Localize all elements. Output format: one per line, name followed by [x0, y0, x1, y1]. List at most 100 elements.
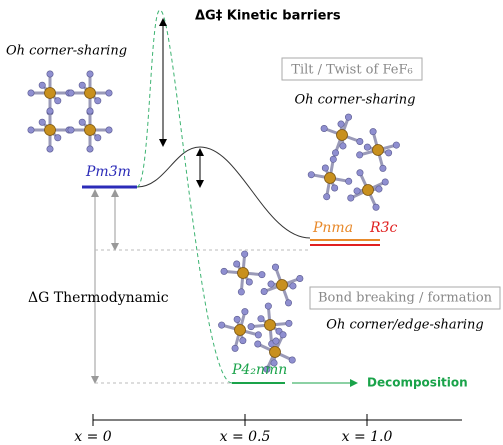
phase-label: R3̄c	[369, 220, 397, 236]
atom	[348, 195, 354, 201]
axis-label: x = 1.0	[342, 429, 393, 445]
geometry-label: Oh corner/edge-sharing	[326, 318, 483, 333]
atom	[373, 204, 379, 210]
atom	[45, 125, 56, 136]
atom	[79, 119, 85, 125]
phase-label: Pm3̄m	[85, 164, 131, 180]
atom	[55, 135, 61, 141]
atom	[286, 320, 292, 326]
atom	[338, 121, 344, 127]
phase-label: Pnma	[312, 220, 353, 236]
kinetic-label: ΔG‡ Kinetic barriers	[195, 9, 341, 24]
atom	[39, 82, 45, 88]
atom	[285, 300, 291, 306]
atom	[87, 108, 93, 114]
atom	[259, 271, 265, 277]
atom	[332, 150, 338, 156]
atom	[393, 142, 399, 148]
atom	[218, 322, 224, 328]
kinetic-path-dashed	[137, 10, 232, 383]
atom	[357, 138, 363, 144]
atom	[240, 337, 246, 343]
atom	[79, 82, 85, 88]
decomposition-label: Decomposition	[367, 376, 468, 390]
atom	[47, 108, 53, 114]
phase-label: P4₂nmn	[231, 362, 287, 378]
atom	[95, 98, 101, 104]
atom	[268, 281, 274, 287]
atom	[363, 185, 374, 196]
atom	[242, 308, 248, 314]
atom	[95, 135, 101, 141]
atom	[290, 283, 296, 289]
atom	[238, 268, 249, 279]
geometry-label: Oh corner-sharing	[294, 93, 415, 108]
atom	[28, 127, 34, 133]
atom	[364, 144, 370, 150]
atom	[370, 128, 376, 134]
atom	[382, 179, 388, 185]
atom	[308, 172, 314, 178]
thermo-label: ΔG Thermodynamic	[28, 290, 169, 306]
atom	[346, 178, 352, 184]
atom	[39, 119, 45, 125]
atom	[106, 127, 112, 133]
atom	[273, 338, 279, 344]
atom	[356, 152, 362, 158]
atom	[235, 325, 246, 336]
atom	[258, 315, 264, 321]
axis-label: x = 0.5	[220, 429, 271, 445]
atom	[45, 88, 56, 99]
atom	[322, 165, 328, 171]
atom	[337, 130, 348, 141]
atom	[261, 288, 267, 294]
atom	[345, 114, 351, 120]
atom	[68, 127, 74, 133]
atom	[68, 90, 74, 96]
atom	[265, 320, 276, 331]
atom	[248, 323, 254, 329]
atom	[331, 185, 337, 191]
atom	[324, 194, 330, 200]
atom	[241, 251, 247, 257]
atom	[47, 146, 53, 152]
atom	[380, 165, 386, 171]
atom	[238, 289, 244, 295]
atom	[255, 332, 261, 338]
kinetic-path	[137, 147, 310, 238]
atom	[340, 143, 346, 149]
atom	[376, 186, 382, 192]
atom	[221, 268, 227, 274]
atom	[246, 279, 252, 285]
atom	[265, 303, 271, 309]
atom	[270, 347, 281, 358]
atom	[28, 90, 34, 96]
axis-label: x = 0	[74, 429, 112, 445]
atom	[106, 90, 112, 96]
atom	[373, 145, 384, 156]
atom	[280, 332, 286, 338]
atom	[255, 341, 261, 347]
atom	[330, 156, 336, 162]
atom	[233, 261, 239, 267]
atom	[272, 264, 278, 270]
atom	[297, 275, 303, 281]
atom	[289, 357, 295, 363]
atom	[87, 71, 93, 77]
atom	[354, 188, 360, 194]
atom	[357, 170, 363, 176]
atom	[232, 345, 238, 351]
atom	[85, 125, 96, 136]
box-label: Tilt / Twist of FeF₆	[291, 63, 412, 78]
atom	[234, 316, 240, 322]
atom	[87, 146, 93, 152]
atom	[85, 88, 96, 99]
atom	[277, 280, 288, 291]
atom	[47, 71, 53, 77]
atom	[385, 150, 391, 156]
atom	[321, 125, 327, 131]
atom	[325, 173, 336, 184]
atom	[55, 98, 61, 104]
geometry-label: Oh corner-sharing	[6, 44, 127, 59]
figure: ΔG‡ Kinetic barriers Oh corner-sharing P…	[0, 0, 503, 445]
